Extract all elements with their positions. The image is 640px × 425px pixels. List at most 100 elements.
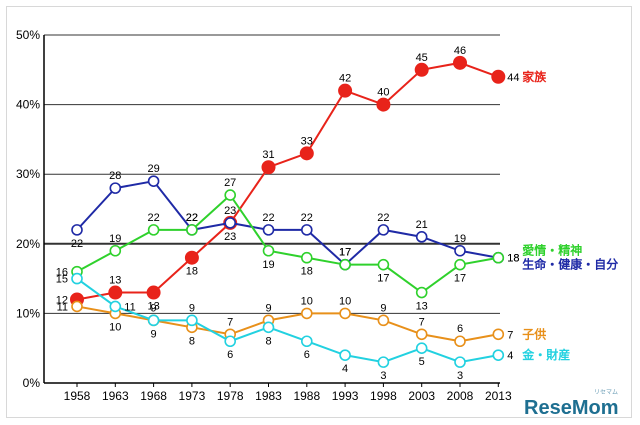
series-line (76, 193, 499, 294)
data-label: 18 (301, 266, 313, 278)
y-tick-label: 10% (16, 306, 40, 320)
data-point (146, 285, 161, 300)
series-name-label: 子供 (522, 326, 546, 341)
data-label: 17 (377, 273, 389, 285)
x-tick-label: 1958 (64, 389, 91, 403)
data-label: 4 (342, 363, 348, 375)
data-label: 6 (304, 349, 310, 361)
x-tick-label: 1963 (102, 389, 129, 403)
y-tick-label: 30% (16, 167, 40, 181)
x-tick-label: 1988 (293, 389, 320, 403)
data-label: 9 (151, 328, 157, 340)
data-point (224, 217, 236, 229)
data-label: 17 (339, 247, 351, 259)
data-point (339, 349, 351, 361)
data-label: 7 (419, 316, 425, 328)
data-label: 28 (109, 170, 121, 182)
data-label: 9 (151, 302, 157, 314)
data-point (300, 251, 313, 264)
y-tick-label: 20% (16, 237, 40, 251)
data-point (376, 97, 391, 112)
data-point (224, 335, 236, 348)
data-point (491, 69, 506, 84)
data-point (454, 335, 466, 348)
data-point (71, 272, 83, 285)
data-point (147, 224, 160, 236)
data-label: 13 (109, 275, 121, 287)
data-point (492, 251, 505, 264)
data-label: 19 (454, 233, 466, 245)
data-point (492, 328, 505, 341)
data-label: 9 (380, 302, 386, 314)
data-point (224, 189, 236, 201)
data-point (339, 258, 351, 271)
data-point (454, 356, 466, 368)
series-line (76, 305, 499, 343)
data-point (186, 224, 198, 236)
series-name-label: 家族 (522, 69, 547, 84)
data-point (71, 300, 83, 313)
series-name-label: 生命・健康・自分 (522, 257, 618, 272)
data-label: 19 (109, 233, 121, 245)
data-label: 45 (416, 52, 428, 64)
data-point (377, 356, 390, 368)
x-tick-label: 1973 (179, 389, 206, 403)
data-label: 11 (124, 301, 135, 313)
data-point (109, 300, 122, 313)
data-label: 18 (507, 253, 519, 265)
data-label: 18 (186, 266, 198, 278)
axes: 0%10%20%30%40%50%1958 1963 1968 1973 1978 198… (16, 28, 512, 403)
data-label: 42 (339, 73, 351, 85)
data-point (109, 182, 122, 194)
x-tick-label: 1978 (217, 389, 244, 403)
data-label: 22 (186, 212, 198, 224)
data-point (454, 258, 466, 271)
data-point (300, 335, 313, 348)
series-name-label: 金・財産 (521, 347, 570, 362)
data-label: 18 (507, 253, 519, 265)
x-tick-label: 1998 (370, 389, 397, 403)
data-point (415, 342, 428, 355)
logo-small-text: リセマム (594, 389, 618, 396)
data-label: 3 (457, 370, 463, 382)
x-tick-label: 2013 (485, 389, 512, 403)
data-label: 3 (380, 370, 386, 382)
x-tick-label: 2008 (447, 389, 474, 403)
data-label: 21 (416, 219, 428, 231)
data-label: 19 (262, 259, 274, 271)
logo-text: ReseMom (524, 397, 618, 419)
data-label: 22 (186, 212, 198, 224)
data-point (414, 62, 429, 77)
data-point (109, 244, 122, 257)
data-point (338, 83, 353, 98)
data-label: 10 (109, 321, 121, 333)
series-line (76, 61, 499, 301)
data-label: 33 (301, 135, 313, 147)
series-line (76, 277, 499, 364)
data-point (300, 224, 313, 236)
data-label: 15 (56, 274, 68, 286)
y-tick-label: 50% (16, 28, 40, 42)
data-point (147, 175, 160, 187)
data-label: 8 (265, 335, 271, 347)
data-label: 17 (339, 247, 351, 259)
data-label: 9 (265, 302, 271, 314)
data-point (377, 314, 390, 327)
data-label: 40 (377, 87, 389, 99)
x-tick-label: 1983 (255, 389, 282, 403)
data-label: 31 (262, 149, 274, 161)
data-label: 13 (147, 301, 159, 313)
data-point (262, 321, 275, 334)
data-point (453, 55, 467, 70)
data-point (262, 244, 275, 257)
data-point (415, 286, 428, 299)
data-label: 11 (57, 301, 68, 313)
data-point (377, 258, 390, 271)
data-label: 23 (224, 231, 236, 243)
data-label: 9 (189, 302, 195, 314)
data-point (415, 231, 428, 243)
data-point (377, 224, 390, 236)
data-point (300, 307, 313, 320)
x-tick-label: 1968 (140, 389, 167, 403)
